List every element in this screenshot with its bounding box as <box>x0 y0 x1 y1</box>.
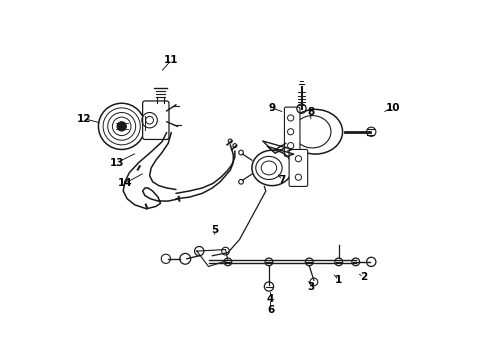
Text: 1: 1 <box>335 275 343 285</box>
Text: 4: 4 <box>267 294 274 304</box>
Text: 8: 8 <box>307 108 315 117</box>
Text: 11: 11 <box>164 55 178 65</box>
Text: 13: 13 <box>110 158 124 167</box>
Circle shape <box>117 122 126 131</box>
Text: 12: 12 <box>77 114 92 123</box>
Text: 5: 5 <box>211 225 219 235</box>
Text: 9: 9 <box>269 103 275 113</box>
Text: 6: 6 <box>267 305 274 315</box>
FancyBboxPatch shape <box>289 149 308 186</box>
Text: 3: 3 <box>307 282 315 292</box>
Text: 14: 14 <box>118 178 132 188</box>
FancyBboxPatch shape <box>285 107 300 156</box>
Text: 10: 10 <box>386 103 400 113</box>
FancyBboxPatch shape <box>143 101 169 139</box>
Text: 2: 2 <box>360 272 367 282</box>
Text: 7: 7 <box>278 175 286 185</box>
